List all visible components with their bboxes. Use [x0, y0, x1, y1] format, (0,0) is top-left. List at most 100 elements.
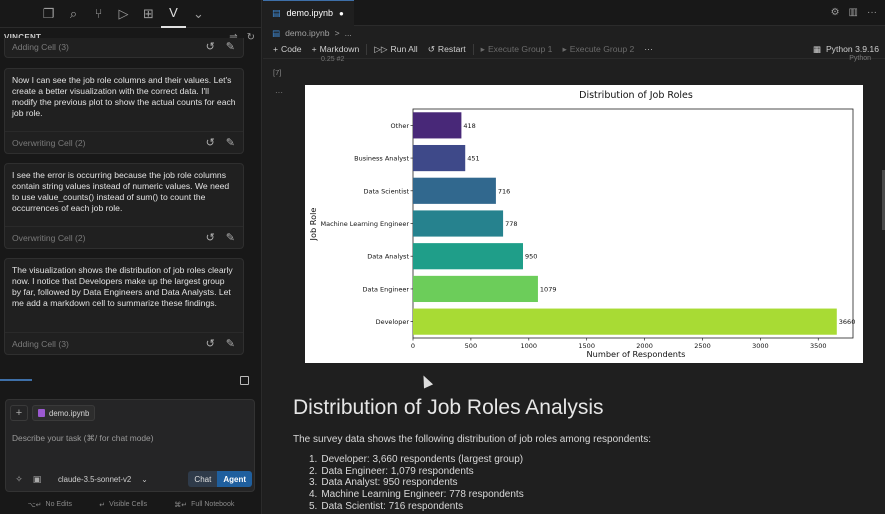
- list-item: 5. Data Scientist: 716 respondents: [309, 501, 873, 513]
- more-icon[interactable]: ···: [867, 7, 877, 18]
- agent-mode-button[interactable]: Agent: [217, 471, 252, 487]
- shortcut-no-edits[interactable]: ⌥↵ No Edits: [28, 501, 72, 509]
- edit-icon[interactable]: ✎: [225, 41, 235, 53]
- markdown-cell[interactable]: Distribution of Job Roles Analysis The s…: [293, 396, 873, 513]
- mode-toggle: Chat Agent: [188, 471, 252, 487]
- list-item: 4. Machine Learning Engineer: 778 respond…: [309, 489, 873, 501]
- cell-language-label[interactable]: Python: [849, 55, 871, 62]
- restart-button[interactable]: ↺ Restart: [423, 44, 471, 55]
- gear-icon[interactable]: ⚙: [830, 7, 840, 18]
- tab-bar: ▤ demo.ipynb ● ⚙ ▥ ···: [263, 0, 885, 26]
- chat-message: I see the error is occurring because the…: [4, 163, 244, 249]
- bar-value-label: 3660: [839, 318, 856, 326]
- shortcut-full-notebook[interactable]: ⌘↵ Full Notebook: [174, 501, 234, 509]
- settings-sliders-icon[interactable]: ⇌: [229, 31, 238, 43]
- execute-group-2-button[interactable]: ▸ Execute Group 2: [557, 44, 639, 55]
- message-action-label: Overwriting Cell (2): [12, 232, 86, 243]
- chevron-down-icon: ⌄: [141, 474, 148, 484]
- kernel-icon: ▦: [812, 44, 821, 54]
- message-action-label: Adding Cell (3): [12, 41, 69, 52]
- y-tick-label: Data Analyst: [367, 253, 409, 261]
- edit-icon[interactable]: ✎: [225, 232, 235, 244]
- run-all-label: Run All: [390, 44, 418, 54]
- chart-output: Distribution of Job Roles Number of Resp…: [305, 85, 863, 363]
- undo-icon[interactable]: ↺: [205, 232, 215, 244]
- execute-group-1-button[interactable]: ▸ Execute Group 1: [476, 44, 558, 55]
- list-text: Data Analyst: 950 respondents: [321, 477, 458, 489]
- mouse-cursor-icon: [418, 373, 434, 389]
- list-number: 4.: [309, 489, 318, 501]
- add-markdown-button[interactable]: + Markdown: [307, 44, 365, 54]
- shortcut-label: Visible Cells: [109, 501, 148, 508]
- bar: [413, 308, 837, 335]
- edit-icon[interactable]: ✎: [225, 338, 235, 350]
- bar-chart: Distribution of Job Roles Number of Resp…: [308, 90, 856, 359]
- x-tick-label: 3500: [810, 342, 827, 350]
- kernel-picker[interactable]: ▦ Python 3.9.16: [813, 44, 879, 55]
- undo-icon[interactable]: ↺: [205, 41, 215, 53]
- bar-value-label: 778: [505, 220, 517, 228]
- chat-mode-button[interactable]: Chat: [188, 471, 218, 487]
- search-icon[interactable]: ⌕: [69, 5, 78, 21]
- chat-sidebar: ❐ ⌕ ⑂ ▷ ⊞ V ⌄ VINCENT ⇌ ↻ Adding Cell (3…: [0, 0, 262, 514]
- add-context-button[interactable]: +: [10, 405, 28, 421]
- unsaved-dot-icon[interactable]: ●: [339, 8, 344, 18]
- source-control-icon[interactable]: ⑂: [94, 6, 103, 21]
- cell-overflow-line: 0.25 #2: [263, 56, 885, 67]
- undo-icon[interactable]: ↺: [205, 137, 215, 149]
- model-selector[interactable]: claude-3.5-sonnet-v2 ⌄: [58, 475, 148, 484]
- tab-label: demo.ipynb: [286, 8, 334, 18]
- model-name: claude-3.5-sonnet-v2: [58, 474, 132, 484]
- breadcrumb-file[interactable]: demo.ipynb: [285, 28, 330, 38]
- task-input[interactable]: Describe your task (⌘/ for chat mode): [12, 433, 154, 443]
- run-debug-icon[interactable]: ▷: [118, 5, 129, 21]
- message-action-label: Overwriting Cell (2): [12, 137, 86, 148]
- breadcrumb-separator: >: [334, 28, 340, 38]
- sparkle-icon[interactable]: ✧: [15, 473, 23, 484]
- bar: [413, 177, 496, 204]
- list-item: 2. Data Engineer: 1,079 respondents: [309, 466, 873, 478]
- context-file-chip[interactable]: demo.ipynb: [32, 405, 96, 421]
- list-text: Data Scientist: 716 respondents: [321, 500, 464, 512]
- x-tick-label: 2500: [694, 342, 711, 350]
- chat-history[interactable]: Adding Cell (3) ↺ ✎ Now I can see the job…: [0, 38, 262, 370]
- plus-icon: +: [273, 44, 279, 54]
- image-attach-icon[interactable]: ▣: [32, 473, 42, 484]
- breadcrumb: ▤ demo.ipynb > ...: [263, 26, 885, 40]
- refresh-icon[interactable]: ↻: [246, 31, 255, 43]
- bar-value-label: 950: [525, 253, 537, 261]
- plus-icon: +: [311, 44, 317, 54]
- bar-value-label: 716: [498, 187, 510, 195]
- x-tick-label: 3000: [752, 342, 769, 350]
- y-tick-label: Data Scientist: [364, 187, 410, 195]
- extensions-icon[interactable]: ⊞: [143, 5, 154, 21]
- list-item: 1. Developer: 3,660 respondents (largest …: [309, 454, 873, 466]
- shortcut-label: Full Notebook: [191, 501, 235, 508]
- stop-button[interactable]: [240, 376, 249, 385]
- notebook-toolbar: + Code + Markdown ▷▷ Run All ↺ Restart ▸ Exec…: [263, 40, 885, 59]
- tab-demo-ipynb[interactable]: ▤ demo.ipynb ●: [263, 0, 354, 26]
- undo-icon[interactable]: ↺: [205, 338, 215, 350]
- shortcut-label: No Edits: [45, 501, 72, 508]
- execute-icon: ▸: [480, 43, 485, 54]
- run-all-button[interactable]: ▷▷ Run All: [369, 44, 422, 55]
- bar-value-label: 418: [463, 122, 475, 130]
- shortcut-visible-cells[interactable]: ↵ Visible Cells: [99, 501, 147, 509]
- split-editor-icon[interactable]: ▥: [848, 7, 858, 18]
- editor-scrollbar[interactable]: [882, 170, 885, 230]
- output-more-button[interactable]: ···: [275, 88, 283, 97]
- vincent-icon[interactable]: V: [161, 0, 186, 28]
- files-icon[interactable]: ❐: [42, 5, 55, 21]
- partial-output-line: 0.25 #2: [321, 56, 345, 63]
- execute-icon: ▸: [562, 43, 567, 54]
- edit-icon[interactable]: ✎: [225, 137, 235, 149]
- chevron-down-icon[interactable]: ⌄: [193, 5, 204, 21]
- add-code-button[interactable]: + Code: [268, 44, 307, 54]
- context-file-label: demo.ipynb: [49, 408, 90, 418]
- message-text: Now I can see the job role columns and t…: [12, 75, 236, 118]
- editor-actions: ⚙ ▥ ···: [831, 7, 877, 18]
- toolbar-divider: [366, 43, 368, 55]
- breadcrumb-more[interactable]: ...: [344, 28, 352, 38]
- message-text: I see the error is occurring because the…: [12, 170, 230, 213]
- toolbar-more-button[interactable]: ···: [644, 44, 653, 54]
